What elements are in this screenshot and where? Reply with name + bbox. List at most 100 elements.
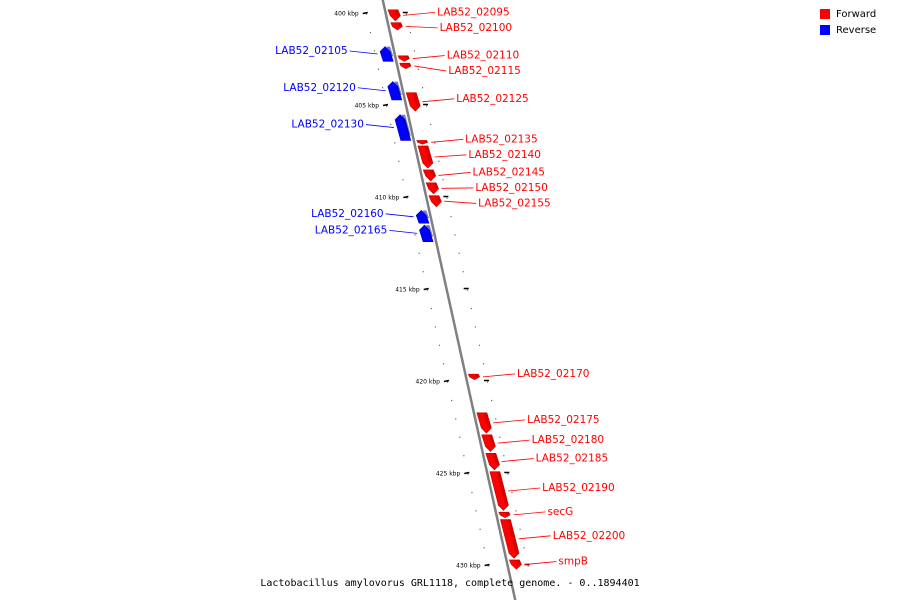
gene-label[interactable]: LAB52_02130 [291, 119, 364, 131]
tick-label: 420 kbp [416, 379, 441, 386]
gene-LAB52_02130[interactable]: LAB52_02130 [291, 115, 410, 141]
minor-tick [450, 216, 451, 217]
minor-tick [471, 308, 472, 309]
gene-leader-line [389, 230, 417, 233]
gene-leader-line [403, 12, 435, 15]
gene-leader-line [434, 155, 466, 157]
minor-tick [414, 50, 415, 51]
tick-label: 400 kbp [334, 11, 359, 18]
gene-LAB52_02105[interactable]: LAB52_02105 [275, 45, 393, 61]
minor-tick [374, 50, 375, 51]
gene-label[interactable]: LAB52_02170 [517, 368, 590, 380]
gene-LAB52_02160[interactable]: LAB52_02160 [311, 208, 429, 223]
minor-tick [402, 179, 403, 180]
minor-tick [519, 529, 520, 530]
minor-tick [394, 142, 395, 143]
tick-label: 415 kbp [395, 287, 420, 294]
minor-tick [431, 308, 432, 309]
major-tick [444, 381, 449, 382]
gene-LAB52_02110[interactable]: LAB52_02110 [398, 50, 519, 62]
minor-tick [507, 474, 508, 475]
gene-label[interactable]: LAB52_02155 [478, 197, 551, 209]
gene-leader-line [366, 125, 394, 128]
gene-label[interactable]: LAB52_02175 [527, 414, 600, 426]
minor-tick [484, 547, 485, 548]
gene-label[interactable]: LAB52_02180 [532, 434, 605, 446]
gene-features: LAB52_02095 LAB52_02100 LAB52_02105 LAB52_0… [275, 6, 625, 569]
legend-forward-label: Forward [836, 9, 876, 20]
minor-tick [488, 566, 489, 567]
major-tick [424, 289, 429, 290]
gene-LAB52_02175[interactable]: LAB52_02175 [477, 413, 600, 433]
minor-tick [459, 437, 460, 438]
gene-LAB52_02200[interactable]: LAB52_02200 [500, 520, 625, 559]
minor-tick [442, 179, 443, 180]
minor-tick [366, 14, 367, 15]
gene-label[interactable]: smpB [558, 556, 588, 568]
minor-tick [443, 363, 444, 364]
minor-tick [467, 474, 468, 475]
gene-label[interactable]: LAB52_02160 [311, 208, 384, 220]
minor-tick [515, 510, 516, 511]
minor-tick [422, 87, 423, 88]
gene-label[interactable]: LAB52_02185 [536, 453, 609, 465]
gene-leader-line [350, 51, 378, 54]
minor-tick [426, 106, 427, 107]
gene-label[interactable]: LAB52_02095 [437, 6, 510, 18]
gene-secG[interactable]: secG [499, 506, 573, 518]
minor-tick [438, 161, 439, 162]
minor-tick [524, 547, 525, 548]
gene-label[interactable]: LAB52_02145 [472, 166, 545, 178]
gene-LAB52_02120[interactable]: LAB52_02120 [283, 82, 402, 100]
minor-tick [386, 106, 387, 107]
gene-label[interactable]: LAB52_02190 [542, 482, 615, 494]
gene-LAB52_02115[interactable]: LAB52_02115 [400, 63, 521, 77]
minor-tick [406, 14, 407, 15]
gene-label[interactable]: LAB52_02115 [448, 65, 521, 77]
gene-leader-line [422, 99, 454, 102]
gene-LAB52_02170[interactable]: LAB52_02170 [468, 368, 589, 380]
gene-label[interactable]: LAB52_02120 [283, 82, 356, 94]
gene-LAB52_02190[interactable]: LAB52_02190 [490, 472, 615, 511]
gene-leader-line [483, 374, 515, 377]
minor-tick [463, 271, 464, 272]
gene-leader-line [414, 66, 446, 71]
minor-tick [446, 198, 447, 199]
gene-LAB52_02165[interactable]: LAB52_02165 [315, 224, 433, 241]
minor-tick [479, 529, 480, 530]
gene-label[interactable]: LAB52_02200 [553, 530, 626, 542]
minor-tick [459, 253, 460, 254]
legend: Forward Reverse [820, 6, 900, 42]
gene-label[interactable]: LAB52_02150 [475, 182, 548, 194]
minor-tick [398, 161, 399, 162]
minor-tick [382, 87, 383, 88]
minor-tick [471, 492, 472, 493]
gene-label[interactable]: LAB52_02135 [465, 133, 538, 145]
gene-label[interactable]: LAB52_02105 [275, 45, 348, 57]
gene-LAB52_02145[interactable]: LAB52_02145 [423, 166, 545, 181]
gene-label[interactable]: LAB52_02110 [447, 50, 519, 62]
minor-tick [499, 437, 500, 438]
gene-leader-line [413, 56, 445, 59]
gene-LAB52_02140[interactable]: LAB52_02140 [418, 146, 541, 168]
major-tick [485, 565, 490, 566]
gene-LAB52_02150[interactable]: LAB52_02150 [426, 182, 548, 194]
gene-leader-line [406, 26, 438, 27]
minor-tick [511, 492, 512, 493]
gene-LAB52_02125[interactable]: LAB52_02125 [406, 93, 529, 111]
minor-tick [483, 363, 484, 364]
minor-tick [451, 400, 452, 401]
gene-leader-line [444, 201, 476, 203]
minor-tick [455, 418, 456, 419]
gene-label[interactable]: LAB52_02165 [315, 224, 388, 236]
gene-smpB[interactable]: smpB [509, 556, 588, 570]
forward-swatch [820, 9, 830, 19]
gene-label[interactable]: LAB52_02140 [468, 149, 541, 161]
minor-tick [495, 418, 496, 419]
gene-label[interactable]: LAB52_02100 [440, 22, 513, 34]
gene-leader-line [438, 172, 470, 175]
gene-label[interactable]: secG [547, 506, 573, 518]
gene-LAB52_02100[interactable]: LAB52_02100 [391, 22, 512, 34]
gene-label[interactable]: LAB52_02125 [456, 93, 529, 105]
minor-tick [406, 198, 407, 199]
